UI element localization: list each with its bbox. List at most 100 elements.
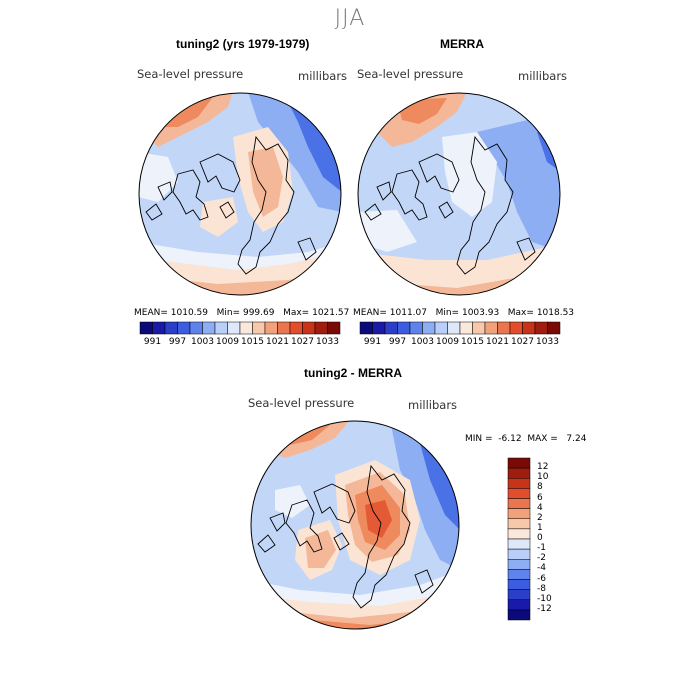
diff-colorbar-swatch: [507, 488, 531, 499]
colorbar-swatch: [289, 321, 303, 335]
colorbar-swatch: [164, 321, 178, 335]
model-variable-label: Sea-level pressure: [137, 67, 244, 81]
diff-colorbar-swatch: [507, 548, 531, 560]
colorbar-swatch: [239, 321, 253, 335]
obs-colorbar: [359, 321, 561, 335]
colorbar-tick-label: 997: [168, 337, 187, 347]
diff-colorbar-tick-label: -6: [537, 573, 546, 584]
obs-panel-title: MERRA: [440, 37, 484, 51]
colorbar-swatch: [509, 321, 523, 335]
colorbar-swatch: [314, 321, 328, 335]
obs-mean-stat: MEAN= 1011.07 Min= 1003.93 Max= 1018.53: [353, 308, 575, 318]
diff-panel-title: tuning2 - MERRA: [304, 366, 402, 380]
colorbar-tick-label: 1027: [291, 337, 314, 347]
colorbar-tick-label: 1015: [461, 337, 484, 347]
obs-units-label: millibars: [518, 69, 568, 83]
diff-colorbar-tick-label: 0: [537, 533, 543, 543]
colorbar-swatch: [277, 321, 291, 335]
diff-colorbar-swatch: [507, 508, 531, 519]
colorbar-swatch: [434, 321, 448, 335]
diff-units-label: millibars: [408, 398, 458, 412]
diff-colorbar-tick-label: -8: [537, 583, 546, 594]
diff-colorbar-swatch: [507, 538, 531, 550]
diff-colorbar-tick-label: -1: [537, 543, 546, 554]
diff-colorbar: [507, 457, 531, 621]
colorbar-swatch: [547, 321, 561, 335]
diff-colorbar-swatch: [507, 467, 531, 479]
diff-colorbar-swatch: [507, 498, 531, 509]
colorbar-tick-label: 1021: [486, 337, 509, 347]
colorbar-swatch: [372, 321, 386, 335]
colorbar-tick-label: 991: [143, 337, 162, 347]
colorbar-swatch: [302, 321, 316, 335]
obs-polar-map: [357, 92, 561, 296]
colorbar-swatch: [447, 321, 461, 335]
colorbar-swatch: [177, 321, 191, 335]
diff-colorbar-swatch: [507, 518, 531, 530]
diff-colorbar-tick-label: 1: [537, 522, 543, 533]
colorbar-swatch: [422, 321, 436, 335]
colorbar-swatch: [202, 321, 216, 335]
colorbar-swatch: [327, 321, 341, 335]
diff-colorbar-swatch: [507, 457, 531, 469]
colorbar-tick-label: 997: [388, 337, 407, 347]
model-polar-map: [138, 92, 342, 296]
diff-variable-label: Sea-level pressure: [248, 396, 355, 410]
colorbar-swatch: [189, 321, 203, 335]
diff-colorbar-tick-label: 6: [537, 492, 543, 503]
colorbar-tick-label: 1033: [536, 337, 559, 347]
model-units-label: millibars: [298, 69, 348, 83]
diff-colorbar-swatch: [507, 589, 531, 600]
diff-colorbar-tick-label: -4: [537, 563, 546, 574]
figure-title: JJA: [334, 6, 366, 31]
colorbar-swatch: [152, 321, 166, 335]
diff-minmax-stat: MIN = -6.12 MAX = 7.24: [465, 434, 587, 444]
colorbar-swatch: [359, 321, 373, 335]
colorbar-swatch: [252, 321, 266, 335]
obs-colorbar-ticks: 991 997 1003 1009 1015 1021 1027 1033: [360, 337, 560, 349]
diff-colorbar-swatch: [507, 599, 531, 611]
colorbar-swatch: [264, 321, 278, 335]
diff-colorbar-swatch: [507, 559, 531, 570]
colorbar-swatch: [472, 321, 486, 335]
colorbar-tick-label: 1015: [241, 337, 264, 347]
colorbar-tick-label: 1009: [216, 337, 239, 347]
colorbar-swatch: [497, 321, 511, 335]
diff-colorbar-swatch: [507, 609, 531, 621]
diff-colorbar-ticks: 12 10 8 6 4 2 1 0 -1 -2 -4 -6 -8 -10 -12: [537, 458, 577, 620]
colorbar-swatch: [139, 321, 153, 335]
colorbar-swatch: [484, 321, 498, 335]
diff-colorbar-tick-label: 12: [537, 462, 549, 473]
diff-colorbar-tick-label: -10: [537, 593, 552, 604]
diff-colorbar-swatch: [507, 569, 531, 580]
diff-colorbar-swatch: [507, 579, 531, 590]
colorbar-swatch: [397, 321, 411, 335]
colorbar-tick-label: 1027: [511, 337, 534, 347]
diff-colorbar-tick-label: 8: [537, 482, 543, 493]
colorbar-tick-label: 991: [363, 337, 382, 347]
colorbar-swatch: [384, 321, 398, 335]
diff-polar-map: [250, 420, 460, 630]
model-colorbar-ticks: 991 997 1003 1009 1015 1021 1027 1033: [140, 337, 340, 349]
colorbar-tick-label: 1009: [436, 337, 459, 347]
colorbar-swatch: [522, 321, 536, 335]
diff-colorbar-tick-label: 2: [537, 512, 543, 523]
model-mean-stat: MEAN= 1010.59 Min= 999.69 Max= 1021.57: [134, 308, 350, 318]
colorbar-tick-label: 1021: [266, 337, 289, 347]
colorbar-swatch: [409, 321, 423, 335]
model-panel-title: tuning2 (yrs 1979-1979): [176, 37, 310, 51]
model-colorbar: [139, 321, 341, 335]
colorbar-swatch: [214, 321, 228, 335]
obs-variable-label: Sea-level pressure: [357, 67, 464, 81]
diff-colorbar-tick-label: -2: [537, 553, 546, 564]
colorbar-swatch: [227, 321, 241, 335]
colorbar-tick-label: 1003: [411, 337, 434, 347]
colorbar-tick-label: 1003: [191, 337, 214, 347]
diff-colorbar-tick-label: 10: [537, 472, 549, 483]
diff-colorbar-swatch: [507, 528, 531, 540]
colorbar-swatch: [534, 321, 548, 335]
diff-colorbar-swatch: [507, 478, 531, 489]
diff-colorbar-tick-label: 4: [537, 502, 543, 513]
diff-colorbar-tick-label: -12: [537, 603, 552, 614]
colorbar-tick-label: 1033: [316, 337, 339, 347]
